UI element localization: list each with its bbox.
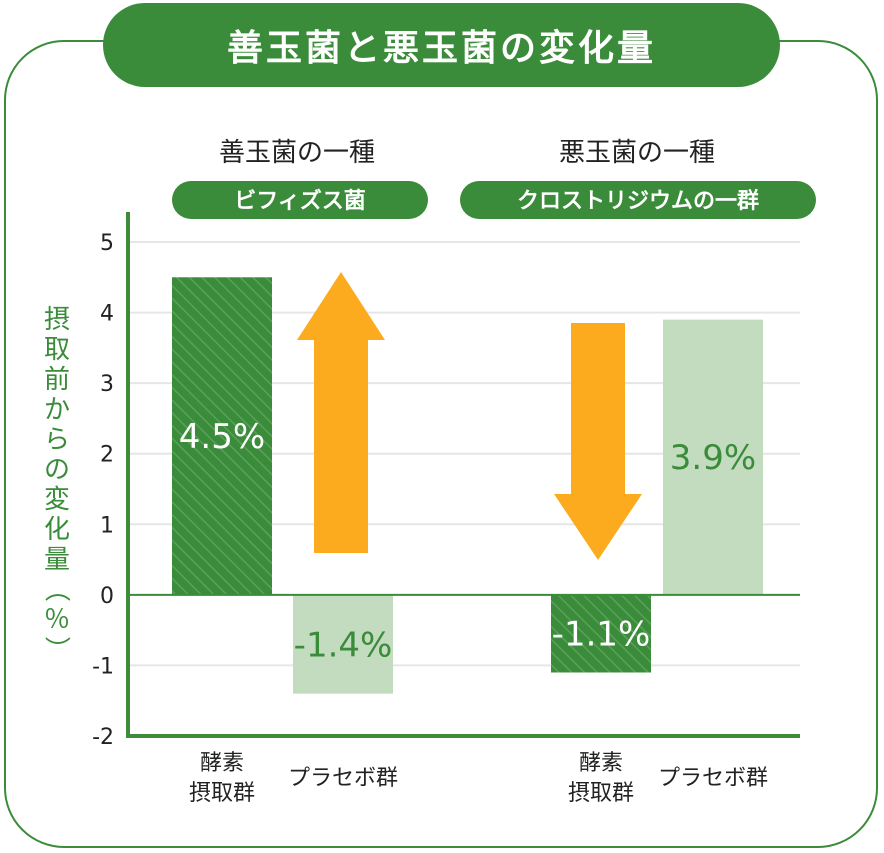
group-pill	[172, 181, 428, 219]
y-axis-label-char: （	[41, 576, 71, 602]
y-axis-label-char: 化	[44, 515, 70, 545]
y-tick-label: -1	[92, 654, 114, 679]
y-tick-label: 0	[100, 584, 114, 609]
category-label: 酵素	[579, 751, 623, 776]
y-axis-label-char: 取	[44, 335, 70, 365]
arrow-up	[297, 272, 385, 553]
category-label: プラセボ群	[658, 766, 768, 791]
y-axis-label-char: 摂	[44, 305, 70, 335]
data-label: 4.5%	[179, 417, 265, 457]
y-tick-label: 3	[100, 372, 114, 397]
category-label: 摂取群	[568, 781, 634, 806]
data-label: 3.9%	[670, 438, 756, 478]
category-label: 酵素	[200, 751, 244, 776]
data-label: -1.4%	[294, 625, 393, 665]
category-label: 摂取群	[189, 781, 255, 806]
bars	[172, 277, 763, 694]
y-axis-label-char: の	[44, 455, 70, 485]
arrows	[297, 272, 642, 560]
y-axis-label-char: 前	[44, 365, 70, 395]
group-title: 悪玉菌の一種	[559, 138, 715, 168]
bar	[663, 319, 763, 595]
category-label: プラセボ群	[288, 766, 398, 791]
y-axis-label-char: 量	[44, 545, 70, 575]
arrow-down	[554, 323, 642, 560]
y-tick-label: 2	[100, 443, 114, 468]
y-tick-label: 5	[100, 231, 114, 256]
chart-title: 善玉菌と悪玉菌の変化量	[103, 3, 780, 87]
y-axis-label-char: か	[44, 395, 70, 425]
group-pill-label: クロストリジウムの一群	[517, 188, 759, 214]
bar	[172, 277, 272, 595]
bar	[293, 594, 393, 694]
group-pill	[460, 181, 816, 219]
y-axis-label-char: ら	[44, 425, 70, 455]
y-tick-label: 4	[100, 302, 114, 327]
axes	[126, 212, 800, 738]
bar	[551, 594, 651, 673]
data-label: -1.1%	[552, 615, 651, 655]
group-pill-label: ビフィズス菌	[234, 188, 366, 214]
y-tick-label: -2	[92, 725, 114, 750]
y-axis-label-char: ％	[44, 605, 70, 635]
y-axis-label-char: ）	[41, 636, 71, 662]
y-axis-label-char: 変	[44, 485, 70, 515]
y-tick-label: 1	[100, 513, 114, 538]
group-title: 善玉菌の一種	[219, 138, 375, 168]
